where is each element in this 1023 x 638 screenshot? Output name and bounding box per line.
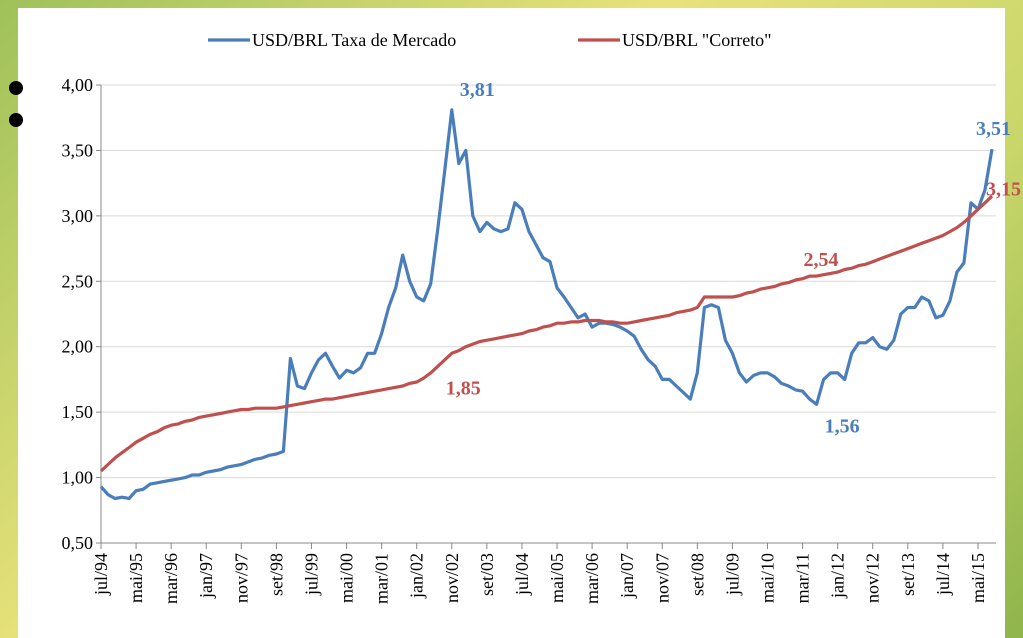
- data-label: 3,15: [986, 178, 1021, 200]
- x-tick-label: nov/02: [442, 553, 462, 603]
- y-tick-label: 2,00: [62, 337, 94, 357]
- x-tick-label: jan/07: [617, 553, 637, 599]
- x-tick-label: nov/97: [231, 553, 251, 603]
- x-tick-label: jul/04: [512, 553, 532, 596]
- series-line: [99, 195, 994, 473]
- x-tick-label: nov/07: [652, 553, 672, 603]
- y-tick-label: 1,50: [62, 402, 94, 422]
- x-tick-label: mar/96: [161, 553, 181, 604]
- data-label: 3,81: [460, 79, 495, 101]
- legend-label: USD/BRL Taxa de Mercado: [252, 30, 456, 50]
- x-tick-label: jul/99: [301, 553, 321, 596]
- x-tick-label: mai/95: [126, 553, 146, 603]
- x-tick-label: jul/94: [91, 553, 111, 596]
- y-tick-label: 3,50: [62, 140, 94, 160]
- x-tick-label: mai/10: [757, 553, 777, 603]
- x-tick-label: set/13: [898, 553, 918, 596]
- chart-background: [18, 8, 1005, 638]
- x-tick-label: jan/02: [407, 553, 427, 599]
- data-label: 3,51: [976, 118, 1011, 140]
- data-label: 1,85: [446, 377, 481, 399]
- data-label: 1,56: [825, 415, 860, 437]
- series-line: [99, 108, 994, 501]
- y-tick-label: 3,00: [62, 206, 94, 226]
- x-tick-label: set/08: [687, 553, 707, 596]
- x-tick-label: nov/12: [863, 553, 883, 603]
- x-tick-label: mai/00: [337, 553, 357, 603]
- x-tick-label: set/03: [477, 553, 497, 596]
- bullet: [9, 81, 23, 95]
- x-tick-label: jan/97: [196, 553, 216, 599]
- x-tick-label: mar/11: [793, 553, 813, 603]
- y-tick-label: 0,50: [62, 533, 94, 553]
- x-tick-label: jul/09: [722, 553, 742, 596]
- y-tick-label: 1,00: [62, 468, 94, 488]
- x-tick-label: mar/06: [582, 553, 602, 604]
- x-tick-label: mai/05: [547, 553, 567, 603]
- x-tick-label: jan/12: [828, 553, 848, 599]
- x-tick-label: set/98: [266, 553, 286, 596]
- bullet: [9, 113, 23, 127]
- x-tick-label: mar/01: [372, 553, 392, 604]
- data-label: 2,54: [804, 249, 839, 271]
- x-tick-label: mai/15: [968, 553, 988, 603]
- legend-label: USD/BRL "Correto": [622, 30, 772, 50]
- x-tick-label: jul/14: [933, 553, 953, 596]
- y-tick-label: 4,00: [62, 75, 94, 95]
- y-tick-label: 2,50: [62, 271, 94, 291]
